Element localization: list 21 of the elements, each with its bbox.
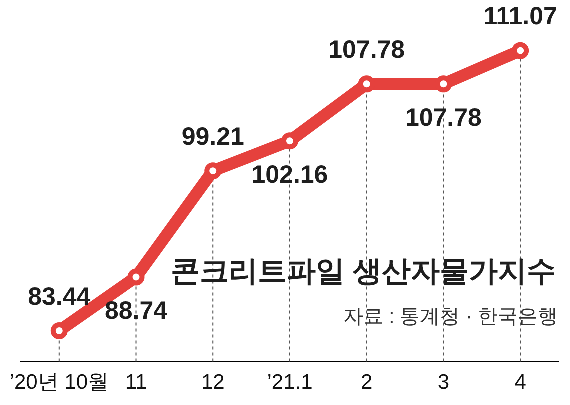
x-tick-label: 12	[201, 371, 225, 394]
data-label: 83.44	[28, 282, 91, 311]
x-tick-label: 11	[125, 371, 148, 394]
data-label: 107.78	[328, 36, 406, 64]
data-label: 102.16	[252, 161, 328, 190]
data-label: 88.74	[104, 297, 168, 326]
x-tick-label: ’20년 10월	[10, 371, 110, 394]
text: 콘크리트파일 생산자물가지수	[170, 255, 556, 290]
data-label: 111.07	[484, 2, 558, 31]
point	[50, 322, 68, 340]
annotation: 자료 : 통계청 · 한국은행	[344, 305, 558, 330]
data-label: 107.78	[405, 104, 482, 132]
x-tick-label: 4	[514, 371, 527, 394]
point	[204, 162, 222, 180]
point	[281, 132, 298, 150]
data-label: 99.21	[182, 122, 244, 151]
point	[512, 42, 530, 60]
x-tick-label: 2	[361, 371, 373, 394]
x-tick-label: 3	[438, 371, 450, 394]
x-tick-label: ’21.1	[267, 371, 313, 394]
point	[128, 268, 145, 286]
